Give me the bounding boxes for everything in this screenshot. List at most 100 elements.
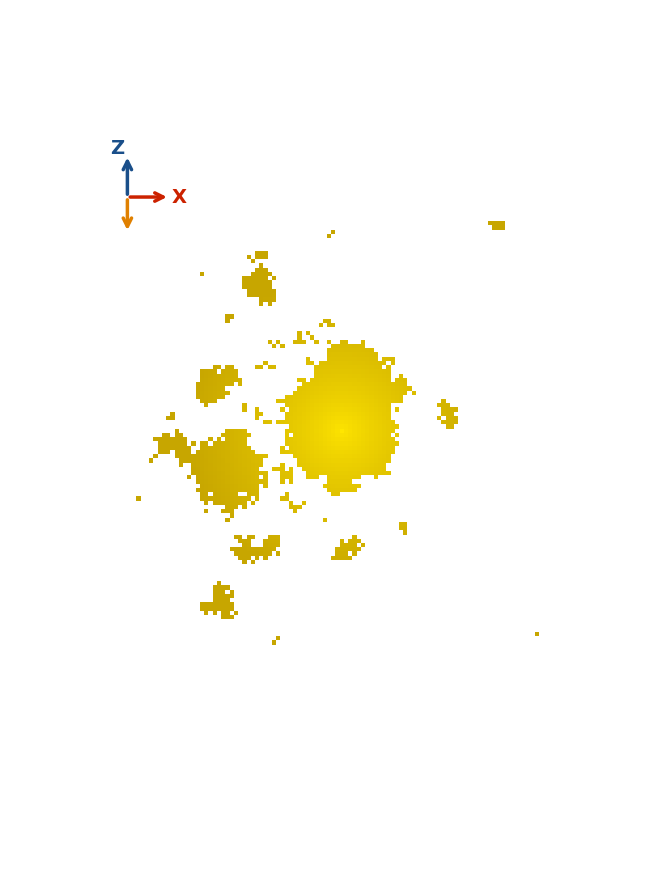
Bar xyxy=(276,467,280,471)
Bar xyxy=(195,382,200,386)
Bar xyxy=(348,412,352,416)
Bar xyxy=(365,441,370,446)
Bar xyxy=(391,361,395,365)
Bar xyxy=(352,344,357,348)
Bar xyxy=(204,492,208,496)
Bar xyxy=(386,429,391,433)
Bar xyxy=(357,416,361,420)
Bar xyxy=(301,429,306,433)
Bar xyxy=(238,480,242,484)
Bar xyxy=(238,378,242,382)
Bar xyxy=(170,437,175,441)
Bar xyxy=(293,437,297,441)
Bar xyxy=(378,429,382,433)
Bar xyxy=(314,429,319,433)
Bar xyxy=(314,365,319,370)
Bar xyxy=(213,395,217,399)
Bar xyxy=(162,446,166,450)
Bar xyxy=(370,357,374,361)
Bar xyxy=(234,433,238,437)
Bar xyxy=(297,454,301,459)
Bar xyxy=(229,603,234,607)
Bar xyxy=(293,505,297,509)
Bar xyxy=(370,425,374,429)
Bar xyxy=(272,535,276,539)
Bar xyxy=(336,420,340,425)
Bar xyxy=(399,399,404,403)
Bar xyxy=(225,459,229,462)
Bar xyxy=(327,459,331,462)
Bar xyxy=(225,484,229,488)
Bar xyxy=(357,391,361,395)
Bar xyxy=(289,471,293,475)
Bar xyxy=(348,395,352,399)
Bar xyxy=(247,543,251,548)
Bar xyxy=(259,548,263,551)
Bar xyxy=(361,399,365,403)
Bar xyxy=(263,543,267,548)
Bar xyxy=(293,446,297,450)
Bar xyxy=(259,459,263,462)
Bar xyxy=(247,293,251,297)
Bar xyxy=(331,425,336,429)
Bar xyxy=(357,425,361,429)
Bar xyxy=(404,521,408,526)
Bar xyxy=(221,471,225,475)
Bar xyxy=(204,471,208,475)
Bar xyxy=(191,471,195,475)
Bar xyxy=(191,441,195,446)
Bar xyxy=(255,555,259,560)
Bar xyxy=(276,399,280,403)
Bar xyxy=(301,395,306,399)
Bar xyxy=(314,441,319,446)
Bar xyxy=(272,467,276,471)
Bar xyxy=(229,433,234,437)
Bar xyxy=(247,446,251,450)
Bar xyxy=(229,615,234,619)
Bar xyxy=(319,454,323,459)
Bar xyxy=(200,467,204,471)
Bar xyxy=(374,433,378,437)
Bar xyxy=(229,373,234,378)
Bar xyxy=(336,433,340,437)
Bar xyxy=(267,548,272,551)
Bar xyxy=(234,496,238,501)
Bar xyxy=(301,454,306,459)
Bar xyxy=(357,462,361,467)
Bar xyxy=(204,441,208,446)
Bar xyxy=(365,399,370,403)
Bar xyxy=(204,391,208,395)
Bar xyxy=(306,399,310,403)
Bar xyxy=(225,471,229,475)
Bar xyxy=(357,395,361,399)
Bar xyxy=(267,535,272,539)
Bar xyxy=(242,446,247,450)
Bar xyxy=(352,370,357,373)
Bar xyxy=(382,437,386,441)
Bar xyxy=(378,441,382,446)
Bar xyxy=(370,446,374,450)
Bar xyxy=(221,378,225,382)
Bar xyxy=(293,391,297,395)
Bar xyxy=(344,446,348,450)
Bar xyxy=(247,475,251,480)
Bar xyxy=(404,386,408,391)
Bar xyxy=(301,416,306,420)
Bar xyxy=(314,407,319,412)
Bar xyxy=(323,446,327,450)
Bar xyxy=(386,412,391,416)
Bar xyxy=(267,551,272,555)
Bar xyxy=(357,382,361,386)
Bar xyxy=(191,454,195,459)
Bar xyxy=(340,543,344,548)
Bar xyxy=(247,535,251,539)
Bar xyxy=(361,370,365,373)
Bar xyxy=(374,441,378,446)
Bar xyxy=(352,391,357,395)
Bar xyxy=(331,407,336,412)
Bar xyxy=(276,551,280,555)
Bar xyxy=(208,382,213,386)
Bar xyxy=(454,407,458,412)
Bar xyxy=(225,318,229,323)
Bar xyxy=(221,484,225,488)
